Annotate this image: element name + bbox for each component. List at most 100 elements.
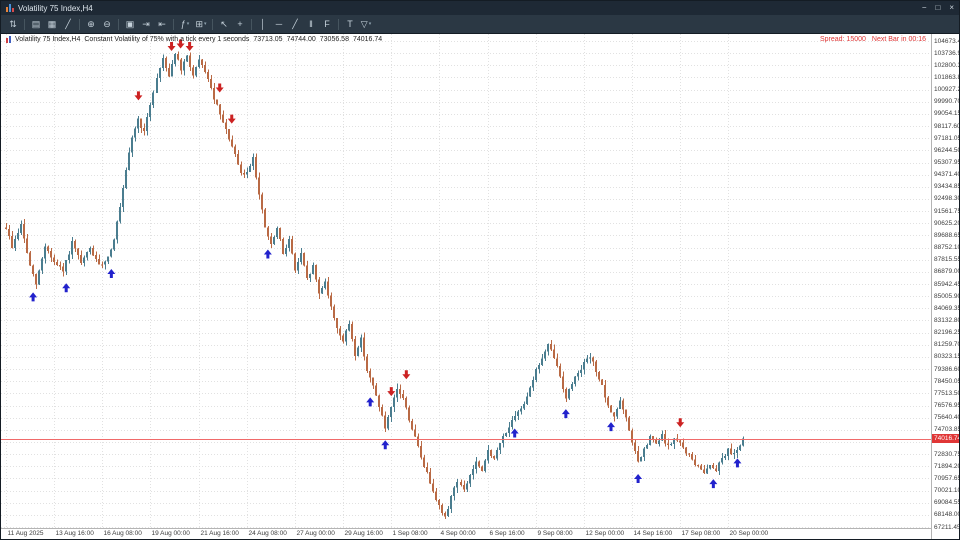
candle-body [727,448,729,457]
candlestick-chart-icon[interactable]: ▦ [47,18,57,29]
vertical-line-icon[interactable]: │ [260,19,266,29]
price-axis-label: 88752.10 [934,244,959,252]
text-icon[interactable]: T [347,19,353,29]
candle-body [402,393,404,398]
sell-signal-arrow-icon [215,83,224,93]
candle-body [571,384,573,389]
line-chart-icon[interactable]: ╱ [65,18,71,29]
candle-body [381,406,383,416]
fibonacci-icon[interactable]: F [324,19,330,29]
candle-body [420,446,422,458]
ohlc-open: 73713.05 [253,36,283,43]
bars-chart-icon[interactable]: ▤ [31,18,41,29]
candle-body [592,357,594,362]
candle-body [216,99,218,105]
price-axis-label: 86879.00 [934,268,959,276]
close-button[interactable]: × [949,3,954,12]
tile-windows-icon[interactable]: ▣ [125,18,135,29]
price-axis[interactable]: 104673.45 103736.90 102800.35 101863.80 1009… [931,34,959,539]
candle-body [110,249,112,257]
candle-body [345,330,347,342]
auto-scroll-icon[interactable]: ⇥ [142,18,150,29]
restore-button[interactable]: □ [935,3,941,12]
zoom-in-icon[interactable]: ⊕ [87,18,95,29]
cursor-icon[interactable]: ↖ [220,18,228,29]
ohlc-high: 74744.00 [286,36,316,43]
candle-body [213,88,215,100]
candle-body [724,456,726,458]
candle-body [712,465,714,469]
candle-body [321,288,323,294]
candle-body [252,156,254,166]
candle-body [86,251,88,258]
candle-body [92,248,94,256]
candle-body [336,318,338,329]
crosshair-icon[interactable]: + [237,19,243,29]
timeframes-icon[interactable]: ⊞ ▾ [195,18,207,29]
candle-body [490,449,492,456]
minimize-button[interactable]: − [921,3,927,12]
candle-body [104,261,106,265]
zoom-out-icon[interactable]: ⊖ [103,18,111,29]
candle-body [375,385,377,396]
signals-layer [29,39,742,489]
price-axis-label: 70021.10 [934,487,959,495]
candle-body [140,118,142,129]
time-axis-label: 4 Sep 00:00 [440,530,476,537]
candle-body [450,496,452,509]
time-axis-label: 17 Sep 08:00 [681,530,721,537]
chart-toolbar: ⇅ ▤ ▦ ╱ ⊕ ⊖ ▣ ⇥ ⇤ ƒ ▾ ⊞ ▾ ↖ + │ ─ ╱ ‖ F T ▽ ▾ [1,15,959,34]
trendline-icon[interactable]: ╱ [292,18,298,29]
indicators-icon[interactable]: ƒ ▾ [180,19,190,29]
window-title: Volatility 75 Index,H4 [18,3,93,13]
candle-body [718,462,720,471]
candle-body [47,246,49,251]
candle-body [682,442,684,448]
chart-area[interactable]: 104673.45 103736.90 102800.35 101863.80 1009… [1,34,959,539]
candle-body [736,450,738,454]
dropdown-caret-icon[interactable]: ▾ [204,21,207,27]
candle-body [697,465,699,467]
next-bar-countdown: Next Bar in 00:16 [871,36,926,43]
candle-body [604,385,606,398]
candle-body [159,67,161,79]
candle-body [11,235,13,248]
spread-text: Spread: 15000 [819,36,866,43]
buy-sell-arrows-icon[interactable]: ⇅ [9,18,17,29]
buy-signal-arrow-icon [381,440,390,450]
candle-body [438,500,440,506]
candle-body [276,228,278,238]
candle-body [68,254,70,261]
horizontal-line-icon[interactable]: ─ [275,19,283,29]
candle-body [399,388,401,394]
chart-ohlc: 73713.05 74744.00 73056.58 74016.74 [253,36,386,43]
time-axis-label: 6 Sep 16:00 [489,530,525,537]
shapes-icon[interactable]: ▽ ▾ [360,18,372,29]
candle-body [685,447,687,454]
price-axis-label: 101863.80 [934,73,959,81]
candle-body [535,368,537,380]
price-axis-label: 94371.40 [934,171,959,179]
chart-shift-icon[interactable]: ⇤ [158,18,166,29]
candle-body [162,57,164,68]
candle-body [529,387,531,397]
price-axis-label: 104673.45 [934,37,959,45]
sell-signal-arrow-icon [185,42,194,52]
price-axis-label: 83132.80 [934,316,959,324]
buy-signal-arrow-icon [510,428,519,438]
candle-body [249,165,251,172]
candle-body [65,260,67,272]
titlebar: Volatility 75 Index,H4 − □ × [1,1,959,15]
candle-body [44,246,46,259]
price-axis-label: 87815.55 [934,256,959,264]
time-axis-label: 27 Aug 00:00 [296,530,335,537]
candlestick-chart[interactable] [1,34,931,529]
dropdown-caret-icon[interactable]: ▾ [368,21,372,27]
candle-body [586,358,588,362]
time-axis[interactable]: 11 Aug 2025 13 Aug 16:00 16 Aug 08:00 19 Au… [1,528,931,539]
channel-icon[interactable]: ‖ [309,19,313,29]
candle-body [122,187,124,208]
time-axis-label: 1 Sep 08:00 [392,530,428,537]
buy-signal-arrow-icon [29,292,38,302]
dropdown-caret-icon[interactable]: ▾ [186,21,190,27]
